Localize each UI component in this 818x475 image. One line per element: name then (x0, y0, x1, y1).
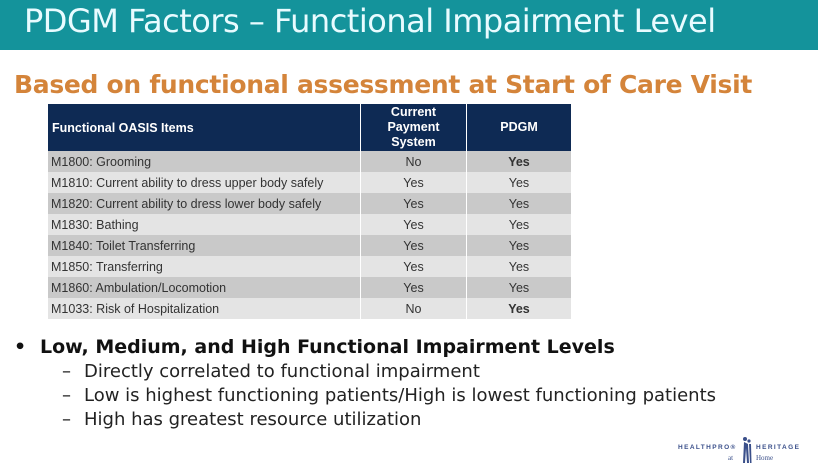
cell-pdgm: Yes (466, 193, 571, 214)
table-row: M1850: Transferring Yes Yes (48, 256, 571, 277)
cell-pdgm: Yes (466, 298, 571, 319)
table-row: M1810: Current ability to dress upper bo… (48, 172, 571, 193)
cell-pdgm: Yes (466, 151, 571, 172)
bullet-main: • Low, Medium, and High Functional Impair… (14, 336, 716, 358)
sub-bullet-text: Low is highest functioning patients/High… (84, 385, 717, 406)
cell-pdgm: Yes (466, 235, 571, 256)
header-current-payment: Current Payment System (360, 104, 467, 151)
logo-heritage-text: HERITAGE (756, 444, 801, 451)
table-row: M1830: Bathing Yes Yes (48, 214, 571, 235)
slide-title: PDGM Factors – Functional Impairment Lev… (24, 2, 716, 40)
cell-item: M1800: Grooming (48, 151, 362, 172)
header-oasis-items: Functional OASIS Items (48, 104, 362, 151)
title-bar: PDGM Factors – Functional Impairment Lev… (0, 0, 818, 50)
healthpro-heritage-logo: HEALTHPRO® HERITAGE at Home (678, 436, 813, 466)
sub-bullet-text: High has greatest resource utilization (84, 409, 422, 430)
cell-pdgm: Yes (466, 172, 571, 193)
cell-item: M1840: Toilet Transferring (48, 235, 362, 256)
cell-current: Yes (360, 172, 467, 193)
cell-current: No (360, 298, 467, 319)
cell-item: M1810: Current ability to dress upper bo… (48, 172, 362, 193)
cell-item: M1830: Bathing (48, 214, 362, 235)
cell-pdgm: Yes (466, 256, 571, 277)
cell-item: M1860: Ambulation/Locomotion (48, 277, 362, 298)
logo-home-text: Home (756, 454, 774, 462)
cell-item: M1033: Risk of Hospitalization (48, 298, 362, 319)
cell-current: Yes (360, 277, 467, 298)
sub-bullet: – Low is highest functioning patients/Hig… (62, 385, 716, 406)
cell-item: M1820: Current ability to dress lower bo… (48, 193, 362, 214)
cell-item: M1850: Transferring (48, 256, 362, 277)
logo-at-text: at (728, 454, 734, 462)
table-row: M1820: Current ability to dress lower bo… (48, 193, 571, 214)
sub-bullet-text: Directly correlated to functional impair… (84, 361, 480, 382)
bullet-main-text: Low, Medium, and High Functional Impairm… (40, 336, 615, 358)
dash-icon: – (62, 361, 71, 382)
cell-current: Yes (360, 214, 467, 235)
logo-figures-icon (743, 437, 752, 463)
cell-current: Yes (360, 256, 467, 277)
cell-current: Yes (360, 235, 467, 256)
header-pdgm: PDGM (466, 104, 571, 151)
dash-icon: – (62, 409, 71, 430)
cell-current: No (360, 151, 467, 172)
cell-pdgm: Yes (466, 214, 571, 235)
bullet-dot-icon: • (14, 336, 27, 358)
dash-icon: – (62, 385, 71, 406)
cell-pdgm: Yes (466, 277, 571, 298)
bullet-list: • Low, Medium, and High Functional Impair… (14, 336, 716, 430)
slide-subtitle: Based on functional assessment at Start … (14, 70, 753, 99)
sub-bullet: – Directly correlated to functional impai… (62, 361, 716, 382)
table-row: M1033: Risk of Hospitalization No Yes (48, 298, 571, 319)
table-row: M1800: Grooming No Yes (48, 151, 571, 172)
sub-bullet: – High has greatest resource utilization (62, 409, 716, 430)
oasis-items-table: Functional OASIS Items Current Payment S… (48, 104, 571, 319)
table-row: M1840: Toilet Transferring Yes Yes (48, 235, 571, 256)
cell-current: Yes (360, 193, 467, 214)
table-header-row: Functional OASIS Items Current Payment S… (48, 104, 571, 151)
logo-healthpro-text: HEALTHPRO® (678, 444, 737, 451)
table-row: M1860: Ambulation/Locomotion Yes Yes (48, 277, 571, 298)
